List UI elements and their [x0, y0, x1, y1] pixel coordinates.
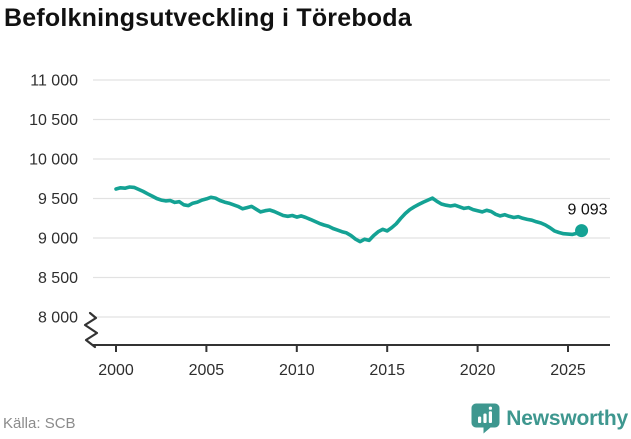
axis-break-icon — [83, 311, 99, 349]
y-axis-tick-label: 9 500 — [38, 191, 78, 208]
last-value-label: 9 093 — [568, 202, 608, 219]
y-axis-tick-label: 9 000 — [38, 231, 78, 248]
y-axis-tick-label: 11 000 — [30, 73, 78, 90]
x-axis-tick-label: 2015 — [369, 362, 405, 379]
page-title: Befolkningsutveckling i Töreboda — [4, 4, 412, 32]
y-axis-tick-label: 10 000 — [29, 152, 78, 169]
x-axis-tick-label: 2010 — [279, 362, 315, 379]
source-label: Källa: SCB — [3, 415, 76, 432]
newsworthy-logo: Newsworthy — [471, 403, 628, 434]
x-axis-tick-label: 2000 — [98, 362, 134, 379]
x-axis-tick-label: 2005 — [189, 362, 225, 379]
bar-chart-badge-icon — [471, 403, 500, 434]
newsworthy-wordmark: Newsworthy — [506, 406, 628, 430]
y-axis-tick-label: 8 000 — [38, 310, 78, 327]
x-axis-tick-label: 2020 — [460, 362, 496, 379]
y-axis-tick-label: 8 500 — [38, 270, 78, 287]
x-axis-tick-label: 2025 — [550, 362, 586, 379]
population-series-line — [114, 185, 584, 244]
y-axis-tick-label: 10 500 — [29, 112, 78, 129]
last-point-marker — [575, 224, 589, 238]
